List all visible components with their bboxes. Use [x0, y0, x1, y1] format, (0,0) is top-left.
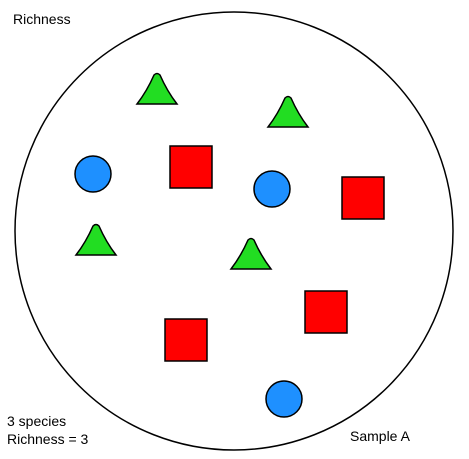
square-species-individual: [165, 319, 207, 361]
diagram-title: Richness: [13, 11, 71, 27]
sample-label: Sample A: [350, 428, 410, 444]
sample-boundary-circle: [15, 12, 453, 450]
richness-value-text: Richness = 3: [7, 431, 88, 447]
species-count-text: 3 species: [7, 413, 66, 429]
triangle-species-individual: [231, 239, 271, 270]
square-species-individual: [305, 291, 347, 333]
square-species-individual: [342, 177, 384, 219]
square-species-individual: [170, 146, 212, 188]
triangle-species-individual: [76, 225, 116, 256]
triangle-species-individual: [268, 97, 308, 128]
individuals-group: [75, 74, 384, 418]
circle-species-individual: [75, 156, 111, 192]
circle-species-individual: [266, 381, 302, 417]
triangle-species-individual: [137, 74, 177, 105]
circle-species-individual: [254, 171, 290, 207]
